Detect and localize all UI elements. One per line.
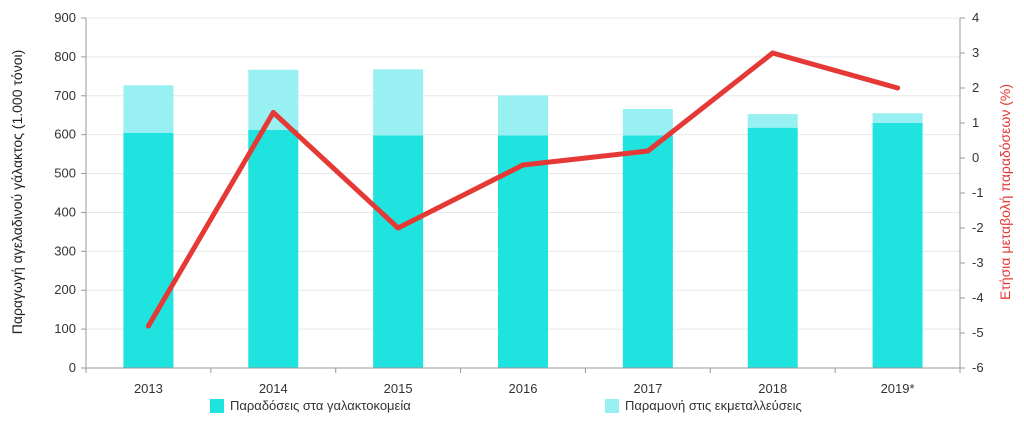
y-tick-label-right: 3 — [972, 45, 979, 60]
x-tick-label: 2016 — [509, 381, 538, 396]
y-axis-title-left: Παραγωγή αγελαδινού γάλακτος (1.000 τόνο… — [9, 50, 25, 335]
legend-label-retention: Παραμονή στις εκμεταλλεύσεις — [625, 398, 802, 413]
y-tick-label-left: 700 — [54, 88, 76, 103]
y-tick-label-right: 4 — [972, 10, 979, 25]
axes — [81, 17, 965, 373]
legend-item-deliveries: Παραδόσεις στα γαλακτοκομεία — [210, 398, 411, 413]
y-tick-label-right: -2 — [972, 220, 984, 235]
x-tick-label: 2019* — [881, 381, 915, 396]
line-point — [645, 148, 651, 154]
y-axis-title-right: Ετήσια μεταβολή παραδόσεων (%) — [997, 84, 1013, 300]
bar-deliveries — [373, 135, 424, 368]
legend-swatch-deliveries — [210, 398, 224, 413]
y-tick-label-right: 0 — [972, 150, 979, 165]
legend-swatch-retention — [605, 398, 619, 413]
legend: Παραδόσεις στα γαλακτοκομεία Παραμονή στ… — [210, 396, 910, 418]
legend-label-deliveries: Παραδόσεις στα γαλακτοκομεία — [230, 398, 411, 413]
line-point — [145, 323, 151, 329]
bar-retention — [747, 114, 798, 128]
y-tick-label-left: 900 — [54, 10, 76, 25]
bars — [123, 69, 923, 369]
tick-labels: 0 100 200 300 400 500 600 700 800 900 -6 -5 -4 -3 -2 -1… — [54, 10, 983, 396]
bar-deliveries — [747, 127, 798, 369]
bar-retention — [123, 85, 174, 133]
y-tick-label-left: 100 — [54, 321, 76, 336]
line-point — [895, 85, 901, 91]
line-point — [520, 162, 526, 168]
y-tick-label-left: 600 — [54, 127, 76, 142]
y-tick-label-right: -5 — [972, 325, 984, 340]
y-tick-label-right: -6 — [972, 360, 984, 375]
y-tick-label-right: -4 — [972, 290, 984, 305]
y-tick-label-right: -3 — [972, 255, 984, 270]
bar-deliveries — [123, 132, 174, 368]
y-tick-label-right: 2 — [972, 80, 979, 95]
bar-retention — [872, 113, 923, 123]
y-tick-label-left: 500 — [54, 166, 76, 181]
line-series — [145, 50, 901, 329]
legend-item-retention: Παραμονή στις εκμεταλλεύσεις — [605, 398, 802, 413]
bar-deliveries — [498, 135, 548, 368]
line-point — [270, 110, 276, 115]
y-tick-label-right: 1 — [972, 115, 979, 130]
x-tick-label: 2017 — [633, 381, 662, 396]
x-tick-label: 2018 — [758, 381, 787, 396]
bar-retention — [373, 69, 424, 136]
y-tick-label-left: 800 — [54, 49, 76, 64]
y-tick-label-left: 200 — [54, 282, 76, 297]
bar-retention — [248, 69, 299, 130]
bar-deliveries — [248, 130, 299, 368]
bar-retention — [622, 109, 673, 136]
y-tick-label-left: 400 — [54, 204, 76, 219]
line-point — [770, 50, 776, 56]
bar-deliveries — [872, 123, 923, 368]
y-tick-label-left: 0 — [69, 360, 76, 375]
x-tick-label: 2013 — [134, 381, 163, 396]
line-point — [395, 225, 401, 231]
x-tick-label: 2014 — [259, 381, 288, 396]
x-tick-label: 2015 — [384, 381, 413, 396]
y-tick-label-left: 300 — [54, 243, 76, 258]
y-tick-label-right: -1 — [972, 185, 984, 200]
bar-retention — [498, 95, 548, 136]
bar-deliveries — [622, 135, 673, 368]
